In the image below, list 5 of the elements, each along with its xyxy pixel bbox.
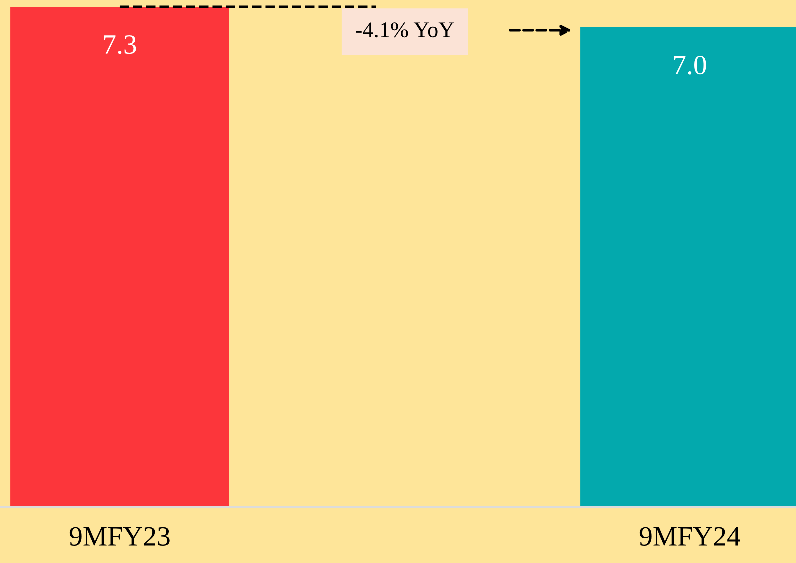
x-tick-label: 9MFY23: [70, 527, 170, 546]
data-label: 7.3: [104, 35, 136, 54]
data-label: 7.0: [674, 56, 706, 75]
x-tick-label: 9MFY24: [640, 527, 740, 546]
annotation: -4.1% YoY: [356, 22, 454, 38]
